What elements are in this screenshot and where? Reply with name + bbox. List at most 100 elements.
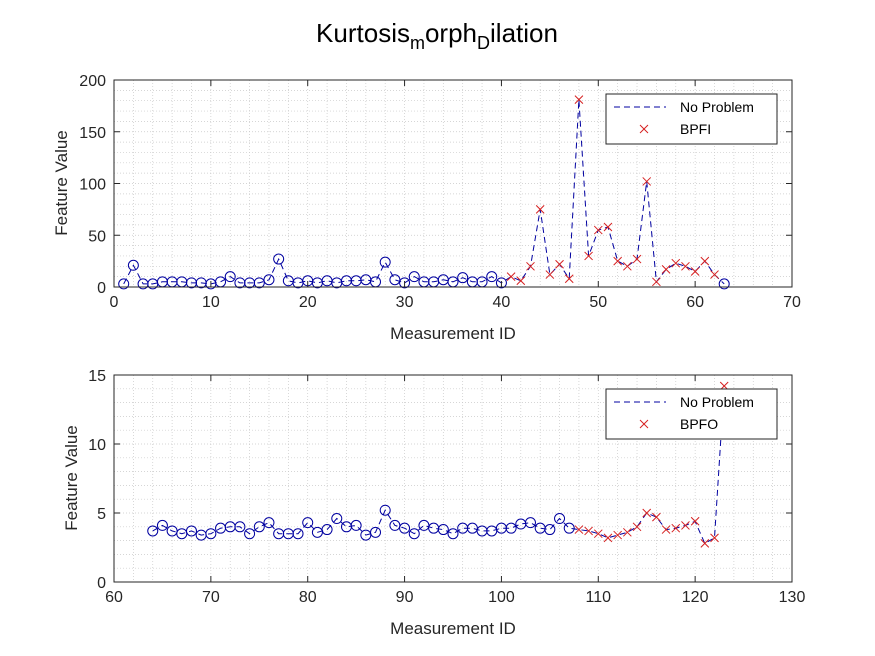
data-point-circle [147,525,159,537]
data-point-cross [710,533,719,543]
data-point-circle [234,521,246,533]
data-point-circle [273,253,285,265]
data-point-cross [661,525,671,534]
data-point-cross [681,261,690,271]
data-point-circle [524,517,536,529]
data-point-cross [710,270,719,279]
title-part-sub1: m [410,33,425,53]
data-point-cross [545,270,555,279]
title-part-sub2: D [477,33,490,53]
data-point-cross [516,276,526,286]
data-point-cross [506,272,516,282]
data-point-circle [437,524,449,536]
data-point-cross [632,254,642,264]
data-point-cross [603,533,613,543]
y-tick-label: 0 [97,280,106,297]
data-point-circle [331,513,343,525]
data-point-cross [613,256,623,266]
data-point-circle [408,528,420,540]
data-point-circle [379,504,391,516]
top-axes: 0 10 20 30 40 50 60 70 0 50 100 150 200 Measurement … [52,73,801,343]
data-point-circle [544,524,556,536]
data-point-cross [700,256,710,266]
y-tick-label: 100 [79,177,106,194]
x-tick-label: 30 [396,294,414,311]
bottom-legend-entry-no-problem: No Problem [680,394,754,410]
data-point-circle [379,256,391,268]
bottom-legend: No Problem BPFO [605,388,778,440]
top-legend-entry-no-problem: No Problem [680,99,754,115]
figure-title: KurtosismorphDilation [316,18,558,53]
data-point-cross [681,521,690,530]
title-part-mid: orph [425,18,477,48]
data-point-circle [205,528,217,540]
data-point-circle [127,259,139,271]
data-point-circle [563,522,575,534]
y-tick-label: 200 [79,73,106,90]
data-point-cross [564,274,574,284]
y-tick-label: 5 [97,506,106,523]
x-tick-label: 0 [110,294,119,311]
data-point-circle [370,526,382,538]
data-point-circle [505,522,517,534]
bottom-ticks: 60 70 80 90 100 110 120 130 0 5 10 15 [88,368,805,606]
data-point-cross [652,512,661,522]
top-xlabel: Measurement ID [390,324,516,343]
x-tick-label: 80 [299,589,317,606]
top-legend-entry-bpfi: BPFI [680,121,711,137]
top-legend-cross-swatch [639,124,649,134]
data-point-circle [399,277,411,289]
data-point-circle [399,522,411,534]
bottom-axes-box [113,374,793,583]
x-tick-label: 60 [105,589,123,606]
data-point-cross [574,95,584,105]
data-point-circle [389,274,401,286]
x-tick-label: 70 [202,589,220,606]
bottom-xlabel: Measurement ID [390,619,516,638]
data-point-circle [263,274,275,286]
data-point-cross [535,205,545,214]
data-point-circle [224,271,236,283]
y-tick-label: 50 [88,228,106,245]
data-point-cross [642,177,652,186]
data-point-circle [244,528,256,540]
data-point-cross [593,225,603,235]
data-point-cross [690,516,700,526]
data-point-circle [718,278,730,290]
data-point-circle [554,513,566,525]
data-point-circle [263,517,275,529]
data-point-circle [253,277,265,289]
x-tick-label: 20 [299,294,317,311]
data-point-cross [584,251,593,261]
top-ticks: 0 10 20 30 40 50 60 70 0 50 100 150 200 [79,73,801,311]
bottom-ylabel: Feature Value [62,425,81,531]
data-point-cross [593,529,603,539]
data-point-cross [526,261,535,271]
x-tick-label: 70 [783,294,801,311]
data-point-circle [447,528,459,540]
data-point-circle [495,277,507,289]
data-point-circle [253,521,265,533]
y-tick-label: 15 [88,368,106,385]
x-tick-label: 40 [493,294,511,311]
data-point-cross [555,259,564,269]
data-point-circle [486,271,498,283]
data-point-cross [671,523,681,533]
data-point-circle [185,525,197,537]
bottom-legend-entry-bpfo: BPFO [680,416,718,432]
data-point-circle [350,519,362,531]
top-data [118,95,730,290]
data-point-circle [321,524,333,536]
x-tick-label: 60 [686,294,704,311]
title-part-end: ilation [490,18,558,48]
x-tick-label: 50 [589,294,607,311]
top-ylabel: Feature Value [52,130,71,236]
top-legend-box [605,93,778,145]
data-point-circle [292,528,304,540]
title-part-main: Kurtosis [316,18,410,48]
data-point-cross [652,277,661,287]
y-tick-label: 0 [97,575,106,592]
y-tick-label: 10 [88,437,106,454]
y-tick-label: 150 [79,125,106,142]
